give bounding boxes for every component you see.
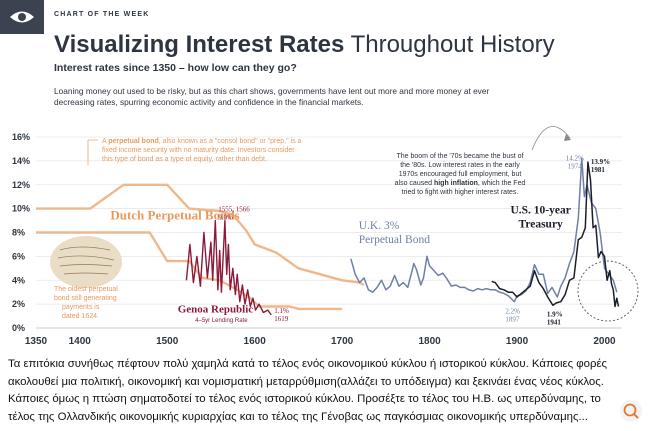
- current-period-highlight: [577, 260, 639, 322]
- y-tick-label: 4%: [12, 275, 25, 285]
- x-tick-label: 1800: [418, 336, 441, 347]
- oldest-note-3: payments is: [62, 304, 100, 311]
- genoa-series-label: Genoa Republic: [178, 303, 254, 315]
- svg-text:also caused high inflation, wh: also caused high inflation, which the Fe…: [395, 180, 526, 187]
- infographic: CHART OF THE WEEK Visualizing Interest R…: [0, 0, 639, 347]
- svg-text:fixed income security with no: fixed income security with no maturity d…: [102, 147, 295, 154]
- interest-rate-chart: 0% 2% 4% 6% 8% 10% 12% 14% 16% 1350 1400 1500 1600 1…: [12, 126, 639, 347]
- dutch-series-label: Dutch Perpetual Bonds: [110, 207, 239, 222]
- zoom-icon: [623, 403, 639, 419]
- title-light: Throughout History: [350, 31, 555, 58]
- genoa-low-year: 1619: [274, 315, 289, 323]
- boom-arrow: [531, 126, 571, 151]
- y-tick-label: 8%: [12, 228, 25, 238]
- subtitle: Interest rates since 1350 – how low can …: [54, 62, 297, 74]
- y-tick-label: 16%: [12, 132, 30, 142]
- x-tick-label: 2000: [593, 336, 616, 347]
- svg-text:this type of bond as a type of: this type of bond as a type of equity, r…: [102, 156, 267, 163]
- y-tick-label: 10%: [12, 204, 30, 214]
- us-line: [491, 161, 620, 308]
- genoa-peak-years: 1555, 1566: [218, 206, 250, 214]
- y-tick-label: 2%: [12, 299, 25, 309]
- uk-peak-value: 14.2%: [566, 154, 584, 162]
- y-tick-label: 6%: [12, 251, 25, 261]
- x-tick-label: 1350: [25, 336, 48, 347]
- genoa-line: [185, 219, 272, 316]
- kicker: CHART OF THE WEEK: [54, 11, 150, 18]
- x-tick-label: 1400: [69, 336, 92, 347]
- x-tick-label: 1900: [506, 336, 529, 347]
- oldest-note-4: dated 1624.: [62, 313, 99, 320]
- y-tick-label: 14%: [12, 156, 30, 166]
- dutch-upper-line: [36, 183, 365, 287]
- caption: Τα επιτόκια συνήθως πέφτουν πολύ χαμηλά …: [8, 358, 608, 423]
- description: Loaning money out used to be risky, but …: [54, 86, 490, 107]
- us-peak-year: 1981: [591, 166, 606, 174]
- boom-arrow-head-icon: [564, 134, 571, 141]
- boom-note: The boom of the '70s became the bust of …: [395, 153, 526, 196]
- logo: [0, 0, 44, 34]
- us-series-label-1: U.S. 10-year: [510, 204, 570, 216]
- uk-low-value: 2.2%: [505, 308, 520, 316]
- title-bold: Visualizing Interest Rates: [54, 31, 345, 58]
- us-low-value: 1.9%: [547, 310, 563, 318]
- uk-line: [350, 157, 618, 303]
- genoa-peak-value: 9.0%: [218, 214, 233, 222]
- uk-peak-year: 1974: [568, 162, 583, 170]
- us-series-label-2: Treasury: [519, 219, 564, 231]
- x-tick-label: 1700: [331, 336, 354, 347]
- y-tick-label: 0%: [12, 323, 25, 333]
- svg-text:A perpetual bond, also known a: A perpetual bond, also known as a "conso…: [102, 138, 302, 145]
- svg-text:The boom of the '70s became th: The boom of the '70s became the bust of: [396, 153, 523, 160]
- svg-text:1970s encouraged full employme: 1970s encouraged full employment, but: [399, 171, 522, 178]
- genoa-low-value: 1.1%: [274, 307, 289, 315]
- visual-capitalist-logo-icon: [10, 11, 34, 23]
- uk-series-label-2: Perpetual Bond: [359, 234, 430, 246]
- us-peak-value: 13.9%: [591, 158, 610, 166]
- us-low-year: 1941: [547, 318, 562, 326]
- old-bond-document-icon: [50, 236, 122, 288]
- svg-text:tried to fight with higher int: tried to fight with higher interest rate…: [402, 189, 519, 196]
- dutch-lower-line: [36, 231, 343, 311]
- oldest-note-1: The oldest perpetual: [54, 286, 118, 293]
- x-tick-label: 1600: [244, 336, 267, 347]
- svg-text:the '80s. Low interest rates i: the '80s. Low interest rates in the earl…: [400, 162, 520, 169]
- genoa-sublabel: 4–5yr Lending Rate: [195, 318, 248, 324]
- oldest-note-2: bond still generating: [54, 295, 117, 302]
- perpetual-bond-note: A perpetual bond, also known as a "conso…: [87, 138, 302, 165]
- x-tick-label: 1500: [156, 336, 179, 347]
- uk-low-year: 1897: [505, 316, 520, 324]
- zoom-button[interactable]: [620, 400, 642, 422]
- uk-series-label-1: U.K. 3%: [359, 220, 400, 232]
- y-tick-label: 12%: [12, 180, 30, 190]
- page-title: Visualizing Interest Rates Throughout Hi…: [54, 31, 555, 59]
